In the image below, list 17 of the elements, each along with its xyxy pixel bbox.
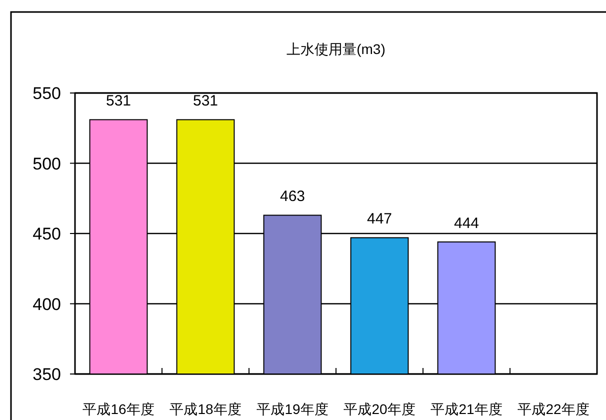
x-tick-label: 平成16年度	[82, 401, 154, 417]
y-tick-label: 500	[32, 154, 61, 174]
x-tick-label: 平成22年度	[518, 401, 590, 417]
data-label: 531	[192, 92, 218, 110]
data-label: 463	[280, 188, 306, 206]
x-tick-label: 平成21年度	[430, 401, 502, 417]
x-tick-label: 平成20年度	[344, 401, 416, 417]
data-label: 447	[366, 210, 392, 228]
data-label: 531	[106, 92, 132, 110]
y-tick-label: 400	[32, 294, 61, 314]
y-tick-label: 350	[32, 365, 61, 384]
data-label: 444	[454, 214, 480, 232]
y-tick-label: 550	[32, 84, 61, 103]
chart-title: 上水使用量(m3)	[286, 41, 386, 57]
y-tick-label: 450	[32, 224, 61, 244]
x-tick-label: 平成18年度	[170, 401, 242, 417]
x-tick-label: 平成19年度	[256, 401, 328, 417]
